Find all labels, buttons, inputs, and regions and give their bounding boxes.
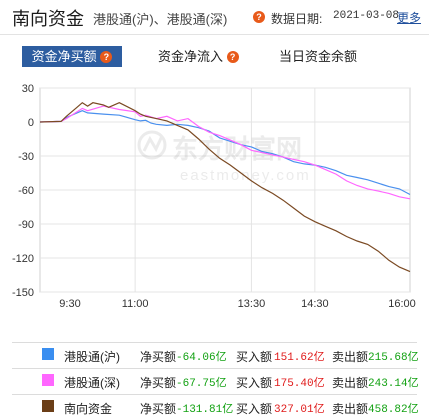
question-icon[interactable]: ? bbox=[226, 51, 239, 63]
y-tick-label: -120 bbox=[12, 253, 34, 265]
net-buy-label: 净买额 bbox=[140, 402, 177, 416]
net-buy-chart: 东方财富网 eastmoney.com 30 0 -30 -60 -90 -120 -150… bbox=[12, 83, 416, 310]
legend-name: 港股通(沪) bbox=[64, 350, 120, 364]
legend-name: 南向资金 bbox=[64, 402, 113, 416]
tab-daily-balance-label: 当日资金余额 bbox=[279, 49, 358, 64]
chart-series bbox=[39, 101, 411, 273]
net-buy-label: 净买额 bbox=[140, 350, 177, 364]
sell-label: 卖出额 bbox=[332, 350, 369, 364]
tab-net-buy[interactable]: 资金净买额 ? bbox=[22, 46, 122, 67]
legend-swatch bbox=[42, 348, 54, 360]
chart-grid bbox=[39, 87, 411, 293]
x-tick-label: 9:30 bbox=[59, 298, 80, 310]
buy-value: 175.40亿 bbox=[274, 378, 325, 390]
y-tick-label: -30 bbox=[18, 151, 34, 163]
sell-label: 卖出额 bbox=[332, 376, 369, 390]
question-icon[interactable]: ? bbox=[253, 11, 265, 23]
sell-value: 458.82亿 bbox=[368, 404, 419, 416]
legend-row: 港股通(沪) 净买额 -64.06亿 买入额 151.62亿 卖出额 215.68亿 bbox=[12, 342, 419, 367]
more-link[interactable]: 更多 bbox=[397, 11, 422, 25]
x-tick-label: 16:00 bbox=[388, 298, 416, 310]
sell-value: 243.14亿 bbox=[368, 378, 419, 390]
page-subtitle: 港股通(沪)、港股通(深) bbox=[93, 12, 228, 27]
y-axis: 30 0 -30 -60 -90 -120 -150 bbox=[12, 83, 34, 299]
watermark-cn: 东方财富网 bbox=[172, 134, 302, 164]
sell-value: 215.68亿 bbox=[368, 352, 419, 364]
date-label: 数据日期: bbox=[271, 12, 323, 26]
net-buy-value: -131.81亿 bbox=[176, 404, 234, 416]
buy-value: 327.01亿 bbox=[274, 404, 325, 416]
tab-net-inflow-label: 资金净流入 bbox=[158, 49, 224, 64]
watermark-en: eastmoney.com bbox=[180, 167, 311, 184]
series-line-0 bbox=[39, 110, 411, 196]
x-axis: 9:30 11:00 13:30 14:30 16:00 bbox=[59, 298, 415, 310]
legend-swatch bbox=[42, 400, 54, 412]
buy-value: 151.62亿 bbox=[274, 352, 325, 364]
sell-label: 卖出额 bbox=[332, 402, 369, 416]
x-tick-label: 11:00 bbox=[122, 298, 149, 310]
tab-net-buy-label: 资金净买额 bbox=[31, 49, 97, 64]
buy-label: 买入额 bbox=[236, 376, 273, 390]
y-tick-label: -60 bbox=[18, 185, 34, 197]
question-icon[interactable]: ? bbox=[100, 51, 113, 63]
date-value: 2021-03-08 bbox=[333, 10, 400, 22]
series-line-2 bbox=[39, 101, 411, 273]
y-tick-label: 30 bbox=[22, 83, 34, 95]
buy-label: 买入额 bbox=[236, 402, 273, 416]
header: 南向资金 港股通(沪)、港股通(深) ? 数据日期: 2021-03-08 更多 bbox=[0, 0, 429, 35]
net-buy-value: -67.75亿 bbox=[176, 378, 227, 390]
x-tick-label: 13:30 bbox=[238, 298, 266, 310]
tab-daily-balance[interactable]: 当日资金余额 bbox=[279, 46, 357, 67]
x-tick-label: 14:30 bbox=[301, 298, 329, 310]
buy-label: 买入额 bbox=[236, 350, 273, 364]
legend-row: 港股通(深) 净买额 -67.75亿 买入额 175.40亿 卖出额 243.14亿 bbox=[12, 368, 419, 393]
legend-row: 南向资金 净买额 -131.81亿 买入额 327.01亿 卖出额 458.82亿 bbox=[12, 394, 419, 419]
watermark: 东方财富网 eastmoney.com bbox=[137, 130, 311, 184]
tab-net-inflow[interactable]: 资金净流入 ? bbox=[158, 46, 239, 67]
y-tick-label: 0 bbox=[28, 117, 34, 129]
legend-name: 港股通(深) bbox=[64, 376, 120, 390]
y-tick-label: -150 bbox=[12, 287, 34, 299]
y-tick-label: -90 bbox=[18, 219, 34, 231]
net-buy-label: 净买额 bbox=[140, 376, 177, 390]
page-title: 南向资金 bbox=[12, 9, 84, 29]
net-buy-value: -64.06亿 bbox=[176, 352, 227, 364]
series-line-1 bbox=[39, 105, 411, 200]
legend-swatch bbox=[42, 374, 54, 386]
